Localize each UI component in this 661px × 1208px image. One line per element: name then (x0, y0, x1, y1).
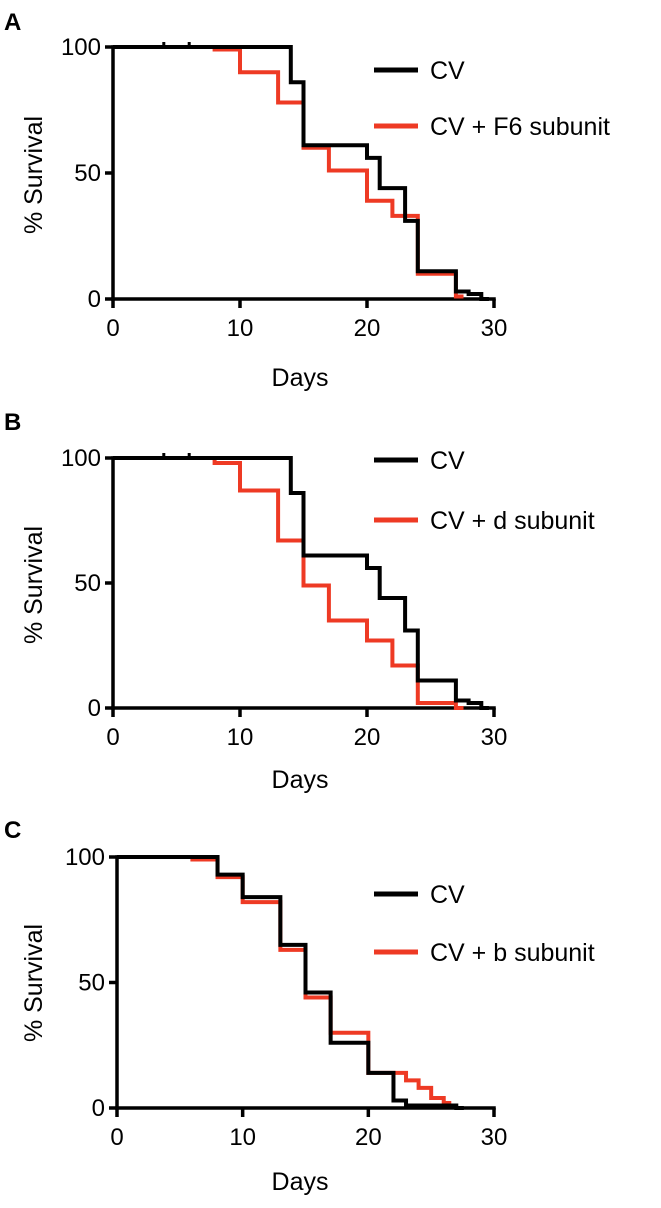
series-line-cv (113, 456, 489, 710)
y-tick-label: 50 (74, 160, 101, 187)
axes: 0 50 100 0 10 20 30 (65, 844, 507, 1151)
x-axis-title: Days (272, 1168, 329, 1196)
axes: 0 50 100 0 10 20 30 (61, 34, 507, 342)
x-axis-title: Days (272, 766, 329, 794)
x-tick-label: 0 (110, 1124, 123, 1151)
legend-label-cv: CV (430, 881, 465, 909)
panel-a: A % Survival Days 0 50 100 0 10 20 30 CV CV + … (4, 9, 610, 392)
x-tick-label: 30 (481, 1124, 508, 1151)
series-line-cv (117, 855, 464, 1110)
y-tick-label: 100 (61, 34, 101, 61)
y-axis-title: % Survival (20, 116, 48, 234)
legend-label-treatment: CV + F6 subunit (430, 113, 610, 141)
y-tick-label: 0 (88, 286, 101, 313)
panel-letter: C (4, 817, 21, 844)
y-axis-title: % Survival (20, 526, 48, 644)
legend-label-treatment: CV + d subunit (430, 507, 595, 535)
x-axis-title: Days (272, 364, 329, 392)
x-tick-label: 30 (481, 724, 508, 751)
legend-label-treatment: CV + b subunit (430, 939, 595, 967)
panel-c: C % Survival Days 0 50 100 0 10 20 30 CV CV + … (4, 817, 595, 1196)
panel-letter: A (4, 9, 21, 36)
panel-b: B % Survival Days 0 50 100 0 10 20 30 CV CV + … (4, 409, 595, 794)
axes: 0 50 100 0 10 20 30 (61, 445, 507, 751)
y-tick-label: 50 (74, 570, 101, 597)
x-tick-label: 10 (227, 724, 254, 751)
y-tick-label: 0 (92, 1095, 105, 1122)
y-tick-label: 0 (88, 695, 101, 722)
series-line-treatment (113, 456, 464, 710)
legend: CV CV + b subunit (374, 881, 595, 967)
series-lines (117, 855, 464, 1110)
y-tick-label: 50 (78, 970, 105, 997)
legend-label-cv: CV (430, 57, 465, 85)
x-tick-label: 20 (354, 315, 381, 342)
legend: CV CV + d subunit (374, 447, 595, 535)
series-lines (113, 42, 489, 301)
x-tick-label: 10 (227, 315, 254, 342)
x-tick-label: 0 (106, 315, 119, 342)
y-tick-label: 100 (65, 844, 105, 871)
panel-letter: B (4, 409, 21, 436)
series-line-cv (113, 45, 489, 301)
series-lines (113, 453, 489, 710)
x-tick-label: 20 (355, 1124, 382, 1151)
legend-label-cv: CV (430, 447, 465, 475)
x-tick-label: 30 (481, 315, 508, 342)
y-tick-label: 100 (61, 445, 101, 472)
series-line-treatment (113, 45, 464, 299)
x-tick-label: 0 (106, 724, 119, 751)
x-tick-label: 20 (354, 724, 381, 751)
y-axis-title: % Survival (20, 924, 48, 1042)
legend: CV CV + F6 subunit (374, 57, 610, 141)
x-tick-label: 10 (229, 1124, 256, 1151)
